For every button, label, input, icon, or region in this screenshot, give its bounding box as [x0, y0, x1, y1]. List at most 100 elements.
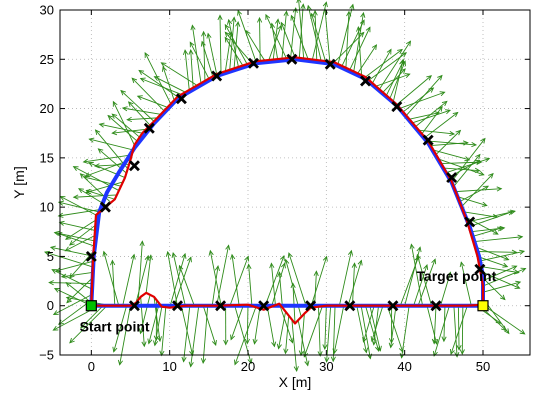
heading-arrow: [482, 304, 525, 335]
arrow-head: [310, 12, 316, 19]
waypoint-marker: [85, 250, 97, 262]
arrow-head: [362, 336, 368, 343]
arrow-head: [80, 322, 86, 329]
heading-arrow: [426, 305, 438, 345]
arrow-head: [178, 264, 184, 271]
arrow-head: [117, 359, 123, 366]
arrow-head: [64, 246, 71, 252]
heading-arrow: [396, 75, 432, 105]
heading-arrow: [229, 17, 235, 70]
heading-arrow: [356, 305, 367, 353]
arrow-head: [300, 3, 306, 10]
arrow-head: [53, 230, 60, 236]
arrow-head: [290, 282, 296, 289]
heading-arrow: [482, 268, 526, 287]
heading-arrow: [385, 60, 404, 96]
heading-arrow: [292, 283, 296, 324]
heading-arrow: [89, 138, 134, 151]
arrow-head: [375, 345, 380, 352]
heading-arrow: [288, 252, 308, 311]
heading-arrow: [421, 106, 443, 135]
arrow-head: [304, 360, 310, 367]
arrow-head: [280, 262, 286, 269]
arrow-head: [462, 140, 469, 146]
arrow-head: [446, 271, 452, 278]
arrow-head: [156, 336, 162, 343]
heading-arrow: [50, 246, 94, 257]
heading-arrow: [310, 256, 328, 308]
heading-arrow: [135, 255, 149, 303]
heading-arrow: [333, 305, 345, 354]
arrow-head: [409, 243, 415, 250]
arrow-head: [515, 280, 522, 286]
heading-arrow: [111, 260, 116, 306]
arrow-head: [397, 48, 403, 55]
heading-arrow: [111, 113, 140, 138]
arrow-head: [365, 26, 371, 33]
arrow-head: [245, 29, 251, 36]
heading-arrow: [409, 112, 440, 120]
waypoint-marker: [344, 300, 356, 312]
arrow-head: [97, 148, 104, 154]
heading-arrow: [375, 73, 410, 87]
heading-arrow: [69, 224, 96, 246]
waypoint-stroke: [99, 201, 111, 213]
arrow-head: [449, 130, 456, 137]
arrow-head: [478, 170, 485, 176]
arrow-head: [322, 344, 328, 351]
heading-arrow: [73, 194, 117, 198]
arrow-head: [431, 258, 437, 265]
waypoint-stroke: [360, 75, 371, 87]
arrow-head: [53, 288, 60, 293]
heading-arrow: [107, 115, 138, 142]
arrow-head: [190, 24, 196, 31]
arrow-head: [495, 318, 502, 324]
path-lines: [89, 56, 485, 325]
heading-arrow: [161, 62, 198, 86]
arrow-head: [279, 254, 285, 261]
waypoint-marker: [247, 57, 259, 69]
arrow-head: [371, 339, 377, 346]
arrow-head: [182, 49, 189, 56]
arrow-head: [136, 95, 143, 101]
arrow-head: [79, 173, 86, 179]
heading-arrow: [209, 250, 222, 306]
heading-arrow: [433, 305, 437, 344]
waypoint-stroke: [172, 300, 183, 312]
arrow-head: [244, 338, 250, 345]
heading-arrow: [60, 196, 97, 216]
arrow-head: [414, 255, 420, 262]
heading-arrow: [451, 138, 486, 182]
x-tick-label: 0: [88, 359, 95, 374]
arrow-head: [288, 337, 294, 344]
heading-arrow: [65, 235, 95, 252]
start-point-label: Start point: [80, 318, 150, 334]
heading-arrow: [180, 306, 194, 356]
arrow-head: [224, 23, 230, 30]
heading-arrow: [228, 19, 239, 68]
y-tick-label: −5: [39, 348, 54, 363]
arrow-head: [296, 0, 302, 4]
heading-arrow: [290, 15, 309, 60]
heading-arrow: [86, 190, 115, 200]
waypoint-stroke: [305, 300, 317, 312]
heading-arrow: [272, 19, 279, 60]
arrow-head: [502, 262, 509, 268]
heading-arrow: [237, 10, 257, 62]
arrow-head: [52, 310, 59, 315]
heading-arrow: [248, 264, 253, 306]
heading-arrow: [285, 315, 290, 354]
axes-frame: [59, 9, 531, 356]
waypoint-stroke: [387, 300, 399, 312]
heading-arrow: [216, 245, 230, 306]
arrow-head: [130, 253, 136, 260]
target-point-label: Target point: [416, 268, 496, 284]
y-tick-label: 20: [40, 101, 54, 116]
arrow-head: [126, 116, 133, 123]
arrow-head: [464, 156, 471, 162]
heading-arrow: [461, 173, 494, 208]
arrow-head: [60, 273, 67, 279]
arrow-head: [492, 229, 499, 235]
arrow-head: [237, 9, 242, 16]
